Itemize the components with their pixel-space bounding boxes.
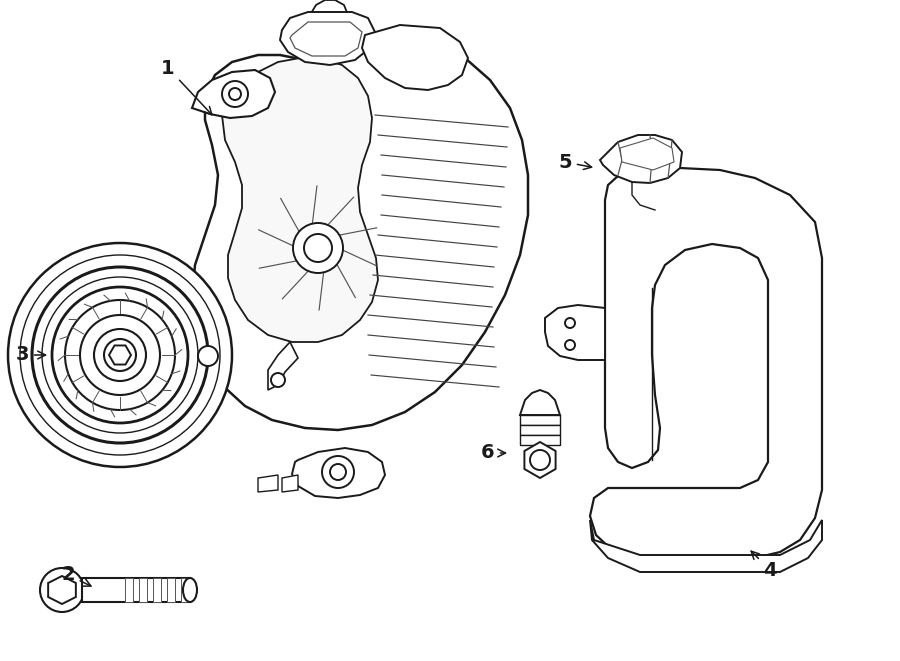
Circle shape xyxy=(530,450,550,470)
Polygon shape xyxy=(600,135,682,183)
Polygon shape xyxy=(590,168,822,558)
Circle shape xyxy=(565,340,575,350)
Polygon shape xyxy=(520,415,560,425)
Polygon shape xyxy=(48,576,76,604)
Text: 2: 2 xyxy=(61,566,91,586)
Polygon shape xyxy=(520,425,560,435)
Circle shape xyxy=(80,315,160,395)
Circle shape xyxy=(94,329,146,381)
Polygon shape xyxy=(258,475,278,492)
Polygon shape xyxy=(109,346,131,364)
Polygon shape xyxy=(590,520,822,572)
Polygon shape xyxy=(280,12,375,65)
Text: 6: 6 xyxy=(482,444,506,463)
Circle shape xyxy=(271,373,285,387)
Circle shape xyxy=(330,464,346,480)
Polygon shape xyxy=(181,578,189,602)
Circle shape xyxy=(198,346,218,366)
Circle shape xyxy=(42,277,198,433)
Circle shape xyxy=(8,243,232,467)
Polygon shape xyxy=(362,25,468,90)
Circle shape xyxy=(304,234,332,262)
Circle shape xyxy=(52,287,188,423)
Polygon shape xyxy=(310,0,348,30)
Text: 3: 3 xyxy=(15,346,46,364)
Polygon shape xyxy=(525,442,555,478)
Polygon shape xyxy=(153,578,161,602)
Circle shape xyxy=(40,568,84,612)
Polygon shape xyxy=(292,448,385,498)
Polygon shape xyxy=(282,475,298,492)
Circle shape xyxy=(104,339,136,371)
Polygon shape xyxy=(192,70,275,118)
Polygon shape xyxy=(545,305,605,360)
Polygon shape xyxy=(82,578,190,602)
Polygon shape xyxy=(192,35,528,430)
Polygon shape xyxy=(290,22,362,56)
Text: 5: 5 xyxy=(558,153,591,171)
Circle shape xyxy=(565,318,575,328)
Polygon shape xyxy=(167,578,175,602)
Polygon shape xyxy=(185,338,232,374)
Circle shape xyxy=(20,255,220,455)
Text: 4: 4 xyxy=(752,551,777,580)
Circle shape xyxy=(293,223,343,273)
Polygon shape xyxy=(268,342,298,390)
Text: 1: 1 xyxy=(161,59,212,115)
Circle shape xyxy=(65,300,175,410)
Circle shape xyxy=(322,456,354,488)
Polygon shape xyxy=(222,58,378,342)
Circle shape xyxy=(32,267,208,443)
Polygon shape xyxy=(520,390,560,415)
Polygon shape xyxy=(620,138,674,170)
Polygon shape xyxy=(520,435,560,445)
Polygon shape xyxy=(139,578,147,602)
Circle shape xyxy=(229,88,241,100)
Polygon shape xyxy=(125,578,133,602)
Ellipse shape xyxy=(183,578,197,602)
Circle shape xyxy=(222,81,248,107)
